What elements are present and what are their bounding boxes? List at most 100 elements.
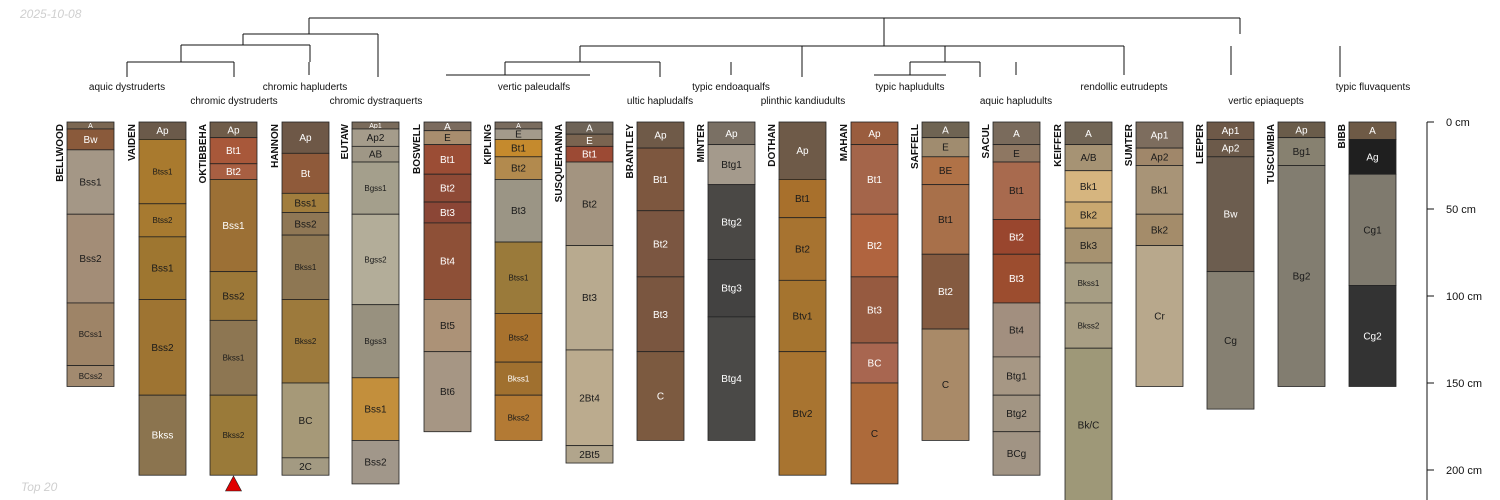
horizon-label-susquehanna-bt3: Bt3 [582, 293, 597, 304]
taxon-label-plinthic-kandiudults: plinthic kandiudults [761, 96, 846, 107]
horizon-label-saffell-bt2: Bt2 [938, 287, 953, 298]
horizon-susquehanna-bt3 [565, 245, 614, 351]
horizon-hannon-bc [281, 382, 330, 459]
profile-hannon: Ap Bt Bss1 Bss2 Bkss1 Bkss2 BC 2C HANNON [270, 121, 330, 476]
horizon-label-bellwood-bcss1: BCss1 [79, 330, 103, 339]
horizon-label-oktibbeha-bss1: Bss1 [222, 221, 245, 232]
horizon-label-boswell-bt4: Bt4 [440, 257, 455, 268]
horizon-label-minter-btg2: Btg2 [721, 218, 742, 229]
profile-sacul: AE Bt1 Bt2 Bt3 Bt4 Btg1 Btg2 BCg SACUL [981, 121, 1041, 476]
horizon-vaiden-btss1 [138, 138, 187, 205]
horizon-label-susquehanna-a: A [586, 124, 593, 135]
horizon-label-sumter-ap2: Ap2 [1151, 152, 1169, 163]
horizon-mahan-bt3 [850, 276, 899, 344]
horizon-label-mahan-bc: BC [868, 358, 882, 369]
horizon-oktibbeha-bss2 [209, 271, 258, 321]
horizon-label-boswell-bt2: Bt2 [440, 184, 455, 195]
horizon-label-tuscumbia-ap: Ap [1295, 125, 1308, 136]
horizon-boswell-bt2 [423, 173, 472, 203]
horizon-mahan-c [850, 382, 899, 485]
horizon-kipling-bkss1 [494, 361, 543, 396]
dendrogram [126, 17, 1341, 77]
horizon-saffell-bt2 [921, 253, 970, 330]
profile-name-tuscumbia: TUSCUMBIA [1266, 124, 1277, 184]
horizon-label-leeper-ap2: Ap2 [1222, 144, 1240, 155]
horizon-minter-btg4 [707, 316, 756, 441]
horizon-label-saffell-e: E [942, 143, 949, 154]
horizon-label-susquehanna-bt1: Bt1 [582, 150, 597, 161]
taxon-label-vertic-epiaquepts: vertic epiaquepts [1228, 96, 1304, 107]
horizon-dothan-bt2 [778, 217, 827, 281]
horizon-kipling-btss2 [494, 312, 543, 363]
profile-bibb: A Ag Cg1 Cg2 BIBB [1337, 121, 1397, 387]
taxon-label-typic-endoaqualfs: typic endoaqualfs [692, 82, 770, 93]
horizon-keiffer-bk3 [1064, 227, 1113, 264]
profile-name-kipling: KIPLING [483, 124, 494, 165]
horizon-boswell-bt6 [423, 351, 472, 433]
horizon-label-eutaw-bgss2: Bgss2 [364, 255, 387, 264]
horizon-label-eutaw-bss2: Bss2 [364, 458, 387, 469]
horizon-label-eutaw-bgss1: Bgss1 [364, 184, 387, 193]
profile-susquehanna: AE Bt1 Bt2 Bt3 2Bt4 2Bt5 SUSQUEHANNA [554, 121, 614, 464]
profile-eutaw: Ap1 Ap2 AB Bgss1 Bgss2 Bgss3 Bss1 Bss2 EUTAW [340, 121, 400, 485]
horizon-brantley-c [636, 351, 685, 441]
horizon-hannon-bkss1 [281, 234, 330, 300]
horizon-label-vaiden-btss1: Btss1 [152, 167, 173, 176]
profile-name-mahan: MAHAN [839, 124, 850, 161]
horizon-sacul-btg2 [992, 394, 1041, 433]
horizon-eutaw-bgss1 [351, 161, 400, 215]
horizon-label-susquehanna-2bt4: 2Bt4 [579, 393, 600, 404]
horizon-label-sacul-bt1: Bt1 [1009, 186, 1024, 197]
horizon-vaiden-bkss [138, 394, 187, 476]
horizon-label-kipling-btss2: Btss2 [508, 334, 529, 343]
horizon-label-bellwood-bss2: Bss2 [79, 254, 102, 265]
horizon-oktibbeha-bkss2 [209, 394, 258, 476]
horizon-label-keiffer-a-b: A/B [1080, 153, 1096, 164]
horizon-label-bibb-cg2: Cg2 [1363, 332, 1382, 343]
profile-name-eutaw: EUTAW [340, 123, 351, 159]
horizon-oktibbeha-bss1 [209, 179, 258, 273]
horizon-sacul-bt4 [992, 302, 1041, 358]
horizon-label-hannon-bc: BC [299, 416, 313, 427]
profile-name-bibb: BIBB [1337, 124, 1348, 148]
horizon-label-bellwood-bw: Bw [84, 135, 99, 146]
horizon-label-eutaw-ap2: Ap2 [367, 133, 385, 144]
horizon-keiffer-bkss2 [1064, 302, 1113, 349]
horizon-keiffer-a-b [1064, 144, 1113, 172]
horizon-label-susquehanna-e: E [586, 136, 593, 147]
profile-vaiden: Ap Btss1 Btss2 Bss1 Bss2 Bkss VAIDEN [127, 121, 187, 476]
horizon-label-oktibbeha-bkss2: Bkss2 [223, 431, 245, 440]
horizon-label-leeper-cg: Cg [1224, 336, 1237, 347]
horizon-minter-btg3 [707, 259, 756, 318]
horizon-kipling-btss1 [494, 241, 543, 314]
horizon-label-kipling-bt2: Bt2 [511, 164, 526, 175]
horizon-label-sacul-bt3: Bt3 [1009, 274, 1024, 285]
horizon-label-bellwood-bss1: Bss1 [79, 178, 102, 189]
profile-leeper: Ap1 Ap2 Bw Cg LEEPER [1195, 121, 1255, 410]
horizon-vaiden-bss2 [138, 299, 187, 396]
profile-name-susquehanna: SUSQUEHANNA [554, 124, 565, 202]
horizon-bellwood-bss1 [66, 149, 115, 215]
horizon-vaiden-btss2 [138, 203, 187, 238]
horizon-bellwood-bcss1 [66, 302, 115, 366]
horizon-label-brantley-bt2: Bt2 [653, 239, 668, 250]
horizon-keiffer-bk1 [1064, 170, 1113, 203]
horizon-label-mahan-ap: Ap [868, 129, 881, 140]
horizon-oktibbeha-bkss1 [209, 319, 258, 396]
depth-tick-label-200: 200 cm [1446, 465, 1482, 477]
profile-name-saffell: SAFFELL [910, 124, 921, 169]
horizon-minter-btg1 [707, 144, 756, 186]
horizon-label-minter-ap: Ap [725, 129, 738, 140]
horizon-kipling-bt3 [494, 179, 543, 243]
horizon-label-sacul-btg1: Btg1 [1006, 372, 1027, 383]
horizon-label-boswell-bt3: Bt3 [440, 208, 455, 219]
horizon-susquehanna-2bt5 [565, 445, 614, 464]
horizon-label-bibb-a: A [1369, 126, 1376, 137]
profile-name-hannon: HANNON [270, 124, 281, 168]
profile-name-bellwood: BELLWOOD [55, 124, 66, 182]
horizon-vaiden-bss1 [138, 236, 187, 300]
horizon-label-brantley-bt3: Bt3 [653, 310, 668, 321]
horizon-label-keiffer-bk2: Bk2 [1080, 211, 1098, 222]
horizon-label-eutaw-ap1: Ap1 [369, 123, 382, 130]
horizon-sumter-cr [1135, 245, 1184, 387]
